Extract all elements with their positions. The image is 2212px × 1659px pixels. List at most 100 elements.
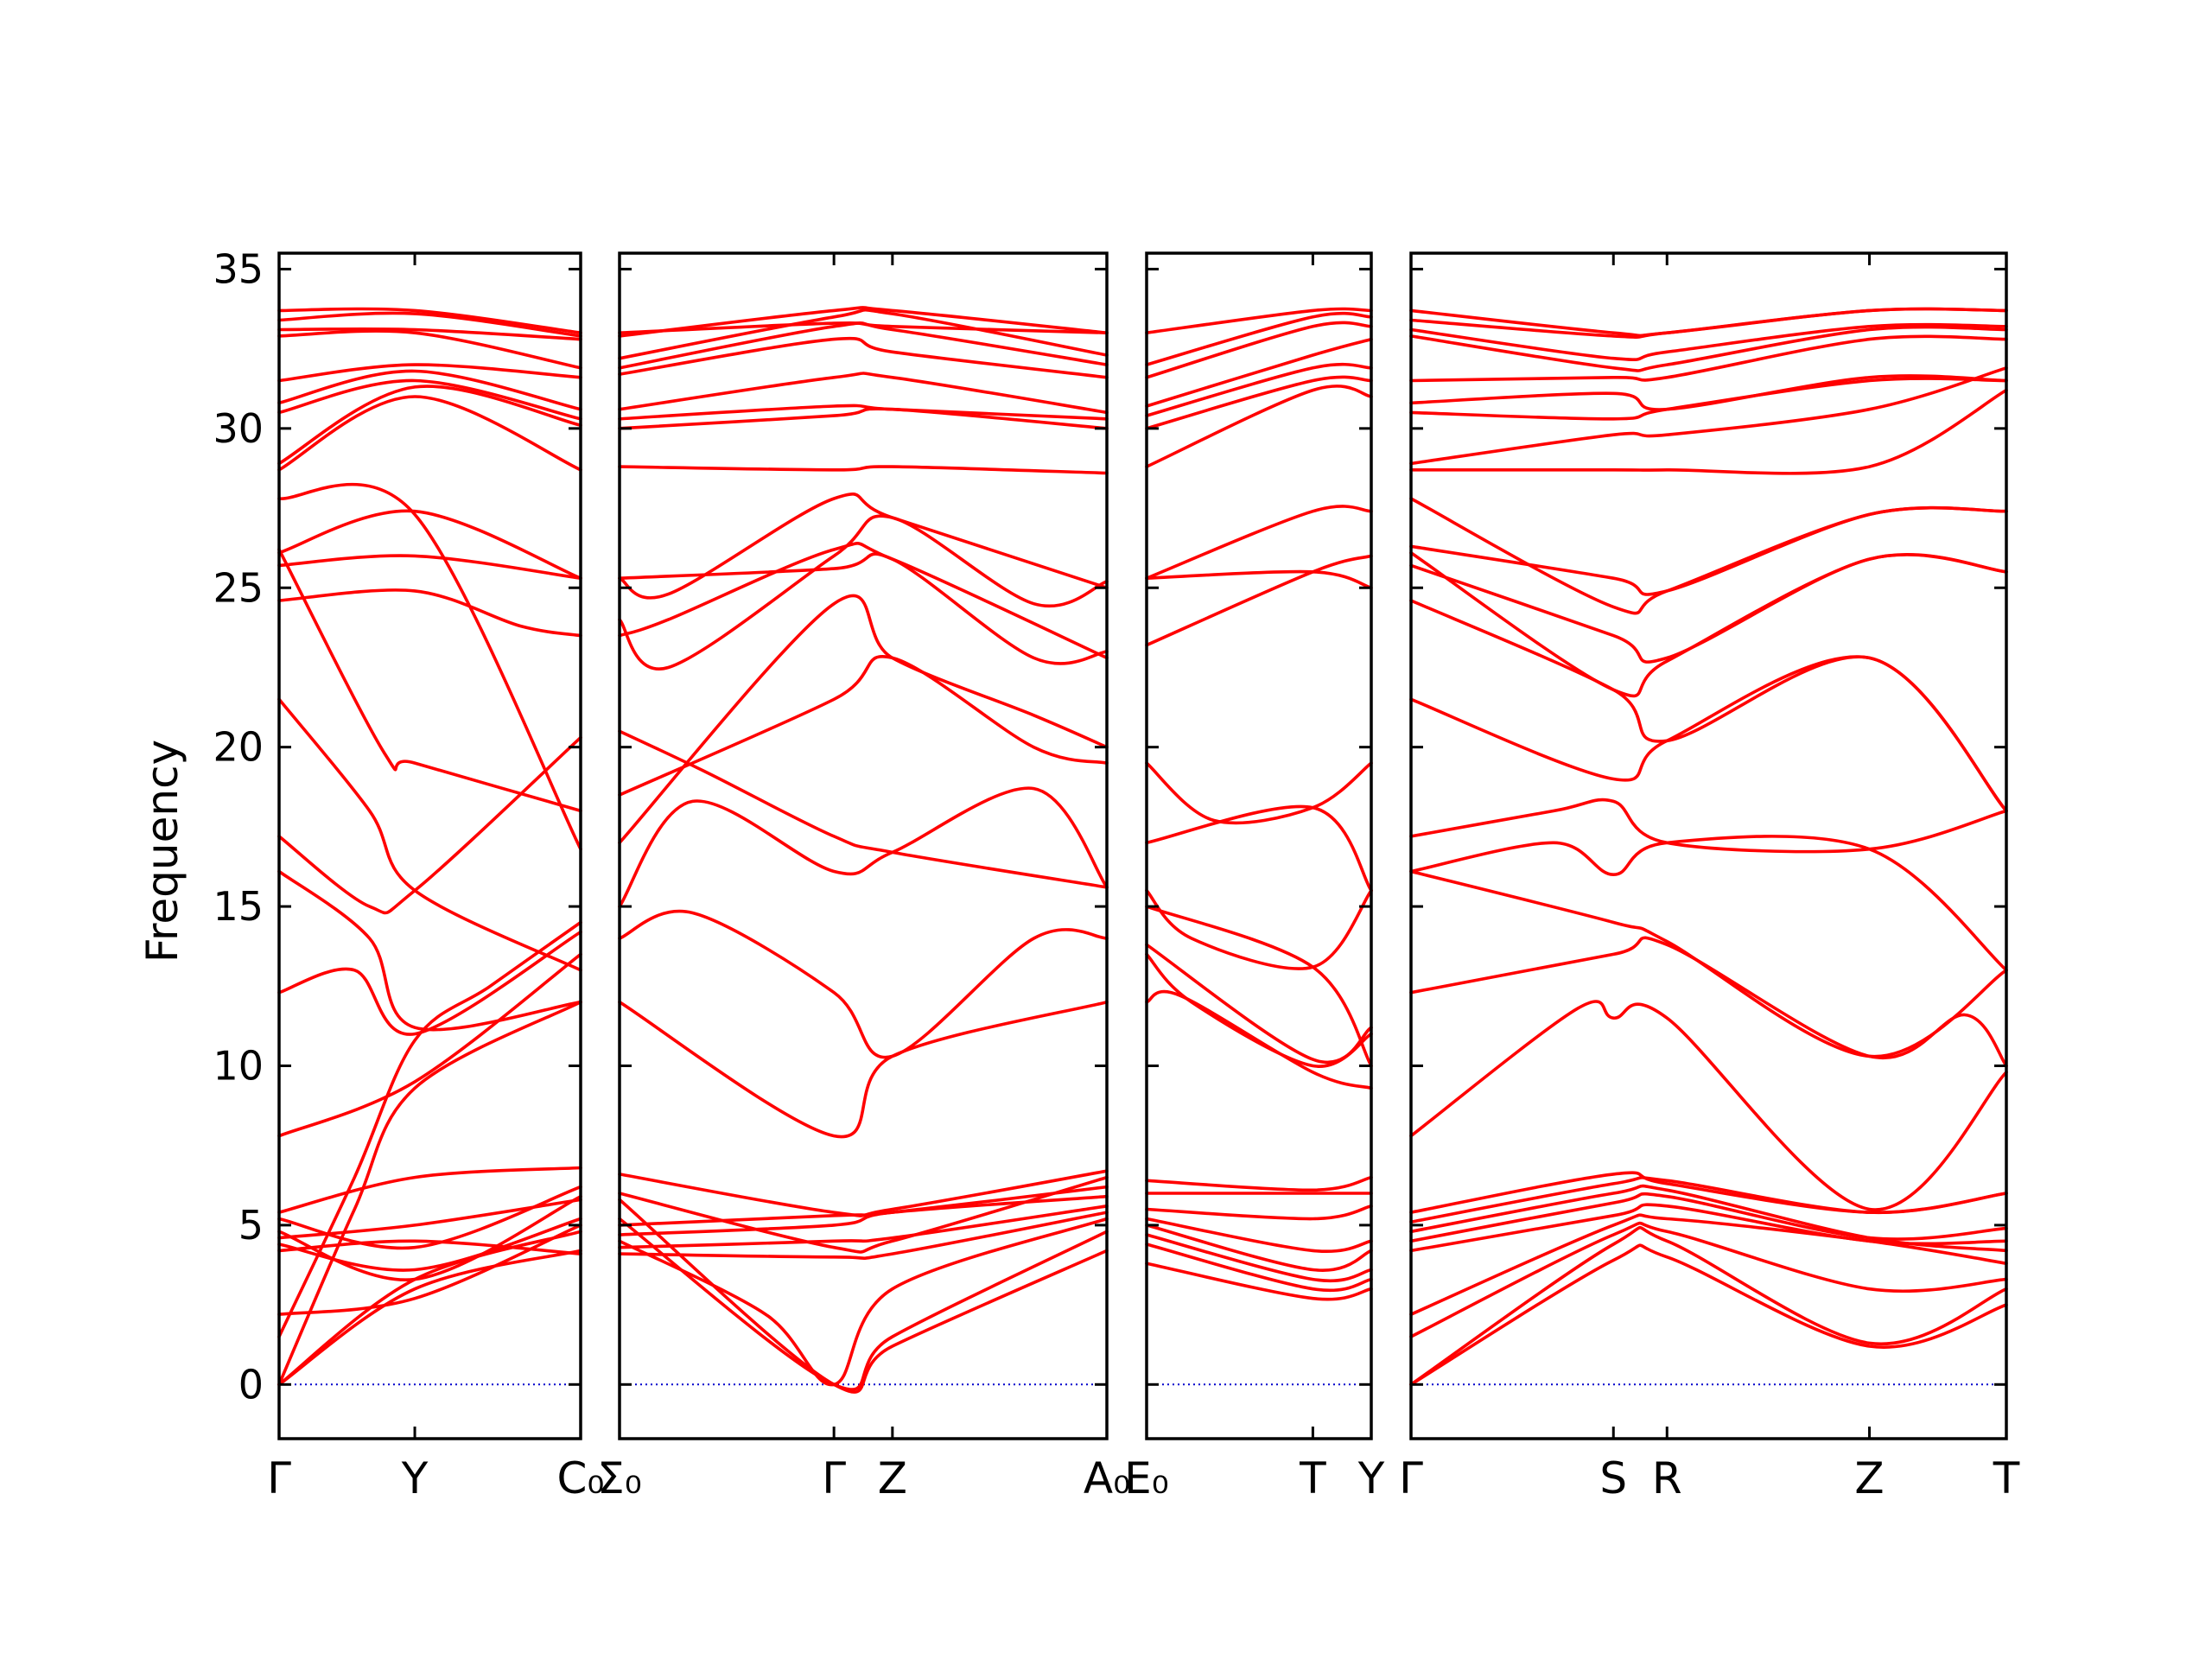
band-line-18 — [1145, 569, 1373, 590]
panel-frame — [618, 251, 1109, 1440]
band-line-1 — [277, 1249, 582, 1387]
band-line-19 — [277, 554, 582, 580]
q-point-label: Γ — [822, 1453, 846, 1503]
q-point-label: A₀ — [1084, 1453, 1130, 1503]
y-tick-label: 10 — [213, 1042, 264, 1089]
y-tick-label: 5 — [238, 1202, 264, 1249]
band-line-23 — [1145, 321, 1373, 379]
band-line-12 — [277, 952, 582, 1138]
band-line-26 — [1409, 325, 2008, 372]
band-line-25 — [277, 369, 582, 411]
band-line-20 — [1409, 497, 2008, 615]
band-line-11 — [1145, 943, 1373, 1065]
band-line-8 — [277, 1198, 582, 1240]
band-line-29 — [1409, 307, 2008, 338]
band-line-27 — [618, 306, 1109, 338]
band-line-27 — [1409, 322, 2008, 362]
band-line-5 — [1145, 1217, 1373, 1254]
band-line-28 — [277, 327, 582, 341]
band-line-5 — [277, 1224, 582, 1316]
band-line-17 — [1409, 553, 2008, 664]
band-line-25 — [1145, 307, 1373, 334]
q-point-label: Γ — [267, 1453, 291, 1503]
band-line-19 — [1409, 505, 2008, 596]
band-line-1 — [1145, 1262, 1373, 1301]
band-line-12 — [1145, 888, 1373, 970]
q-point-label: R — [1652, 1453, 1682, 1503]
panel-1: Γ Y C₀ — [267, 251, 604, 1503]
band-line-16 — [277, 697, 582, 972]
band-line-12 — [1409, 869, 2008, 1058]
band-line-22 — [277, 395, 582, 472]
band-line-14 — [1145, 761, 1373, 825]
band-line-3 — [618, 1217, 1109, 1387]
band-line-18 — [277, 588, 582, 638]
band-line-27 — [277, 329, 582, 370]
band-line-8 — [1145, 1175, 1373, 1192]
band-line-8 — [618, 1175, 1109, 1254]
band-line-14 — [1409, 798, 2008, 854]
band-line-17 — [277, 548, 582, 813]
q-point-label: Z — [878, 1453, 907, 1503]
q-point-label: E₀ — [1124, 1453, 1169, 1503]
band-line-11 — [618, 909, 1109, 1059]
band-line-9 — [1409, 1171, 2008, 1214]
band-line-24 — [618, 336, 1109, 379]
band-line-15 — [277, 735, 582, 915]
band-line-15 — [618, 594, 1109, 845]
panel-frame — [277, 251, 582, 1440]
band-line-24 — [1145, 311, 1373, 366]
band-line-4 — [618, 1211, 1109, 1260]
y-tick-label: 15 — [213, 883, 264, 930]
band-line-3 — [277, 1000, 582, 1387]
band-line-9 — [1145, 989, 1373, 1090]
band-line-9 — [618, 1169, 1109, 1217]
band-line-13 — [1409, 835, 2008, 972]
panel-3: E₀ T Y — [1124, 251, 1385, 1503]
band-line-7 — [277, 1217, 582, 1272]
band-line-22 — [1145, 337, 1373, 408]
band-line-3 — [1409, 1221, 2008, 1338]
band-line-28 — [1409, 307, 2008, 339]
band-line-14 — [618, 655, 1109, 797]
band-line-21 — [1145, 362, 1373, 417]
band-line-2 — [1409, 1225, 2008, 1387]
band-line-5 — [618, 1205, 1109, 1249]
band-line-26 — [618, 308, 1109, 360]
band-line-2 — [618, 1217, 1109, 1391]
band-line-12 — [618, 786, 1109, 908]
band-line-15 — [1409, 655, 2008, 813]
band-line-7 — [1409, 1184, 2008, 1253]
band-line-24 — [1409, 374, 2008, 411]
q-point-label: Y — [1357, 1453, 1385, 1503]
y-tick-label: 30 — [213, 405, 264, 452]
band-line-20 — [618, 465, 1109, 475]
band-line-16 — [1409, 599, 2008, 813]
q-point-label: S — [1599, 1453, 1627, 1503]
band-line-17 — [1145, 505, 1373, 580]
band-line-4 — [1409, 1213, 2008, 1316]
band-line-9 — [277, 1194, 582, 1281]
band-line-30 — [277, 307, 582, 334]
y-axis-label: Frequency — [137, 740, 188, 963]
q-point-label: T — [1993, 1453, 2020, 1503]
band-line-10 — [618, 1000, 1109, 1139]
band-line-13 — [277, 930, 582, 1036]
band-line-13 — [1145, 905, 1373, 1068]
band-line-10 — [1409, 1000, 2008, 1211]
band-line-20 — [1145, 375, 1373, 430]
band-line-24 — [277, 378, 582, 421]
q-point-label: Γ — [1399, 1453, 1423, 1503]
band-line-15 — [1145, 804, 1373, 893]
y-tick-label: 0 — [238, 1361, 264, 1408]
band-line-14 — [277, 869, 582, 1032]
band-line-26 — [277, 363, 582, 383]
panel-frame — [1409, 251, 2008, 1440]
band-line-6 — [1145, 1205, 1373, 1221]
band-line-21 — [1409, 388, 2008, 475]
band-line-6 — [1409, 1192, 2008, 1243]
panel-frame — [1145, 251, 1373, 1440]
